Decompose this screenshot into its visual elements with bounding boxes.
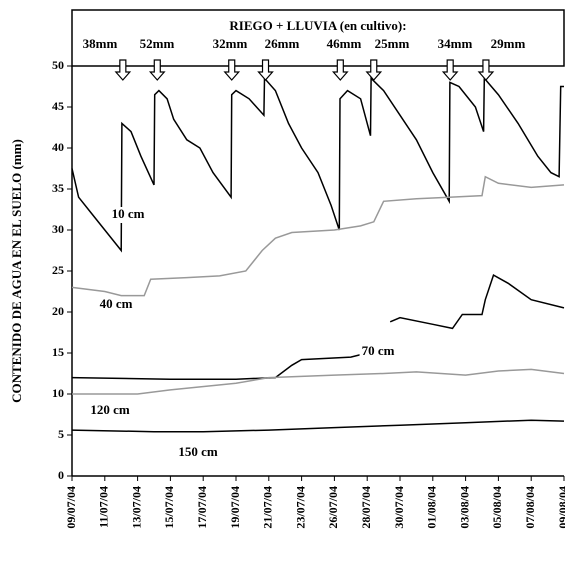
x-tick-label: 30/07/04 — [392, 486, 406, 529]
annotation-label: 25mm — [375, 36, 410, 51]
series-line — [389, 274, 565, 330]
y-tick-label: 5 — [58, 427, 64, 441]
x-tick-label: 23/07/04 — [293, 486, 307, 529]
annotation-label: 46mm — [327, 36, 362, 51]
annotation-label: 34mm — [438, 36, 473, 51]
x-tick-label: 11/07/04 — [97, 486, 111, 528]
annotation-arrow — [331, 59, 349, 81]
series-label: 150 cm — [178, 444, 218, 459]
series-line — [71, 175, 565, 297]
x-tick-label: 01/08/04 — [425, 486, 439, 529]
annotation-arrow — [365, 59, 383, 81]
series-label-bg — [97, 297, 135, 313]
annotation-arrow — [148, 59, 166, 81]
y-tick-label: 40 — [52, 140, 64, 154]
series-label-bg — [176, 445, 220, 461]
x-tick-label: 26/07/04 — [326, 486, 340, 529]
y-tick-label: 30 — [52, 222, 64, 236]
annotation-arrow — [441, 59, 459, 81]
annotation-box — [71, 9, 565, 67]
series-line — [71, 419, 565, 433]
series-line — [71, 76, 564, 253]
y-tick-label: 10 — [52, 386, 64, 400]
annotation-label: 29mm — [491, 36, 526, 51]
series-label-bg — [109, 207, 147, 223]
x-tick-label: 28/07/04 — [359, 486, 373, 529]
annotation-label: 38mm — [83, 36, 118, 51]
y-tick-label: 50 — [52, 58, 64, 72]
x-tick-label: 15/07/04 — [162, 486, 176, 529]
annotation-arrow — [477, 59, 495, 81]
y-tick-label: 35 — [52, 181, 64, 195]
x-tick-label: 13/07/04 — [129, 486, 143, 529]
chart-title: RIEGO + LLUVIA (en cultivo): — [229, 18, 406, 33]
y-tick-label: 25 — [52, 263, 64, 277]
y-tick-label: 45 — [52, 99, 64, 113]
annotation-arrow — [257, 59, 274, 81]
series-label: 40 cm — [100, 296, 133, 311]
series-label: 70 cm — [362, 343, 395, 358]
y-tick-label: 15 — [52, 345, 64, 359]
x-tick-label: 03/08/04 — [457, 486, 471, 529]
annotation-label: 32mm — [213, 36, 248, 51]
annotation-label: 52mm — [140, 36, 175, 51]
annotation-arrow — [223, 59, 241, 81]
annotation-arrow — [114, 59, 132, 81]
x-tick-label: 17/07/04 — [195, 486, 209, 529]
x-tick-label: 09/07/04 — [64, 486, 78, 529]
x-tick-label: 19/07/04 — [228, 486, 242, 529]
series-line — [72, 368, 565, 395]
annotation-label: 26mm — [265, 36, 300, 51]
x-tick-label: 05/08/04 — [490, 486, 504, 529]
y-axis-label: CONTENIDO DE AGUA EN EL SUELO (mm) — [9, 139, 24, 403]
series-label-bg — [359, 344, 397, 360]
series-label: 10 cm — [112, 206, 145, 221]
series-label-bg — [88, 403, 132, 419]
x-tick-label: 21/07/04 — [261, 486, 275, 529]
x-tick-label: 09/08/04 — [556, 486, 565, 529]
y-tick-label: 20 — [52, 304, 64, 318]
series-label: 120 cm — [90, 402, 130, 417]
y-tick-label: 0 — [58, 468, 64, 482]
x-tick-label: 07/08/04 — [523, 486, 537, 529]
